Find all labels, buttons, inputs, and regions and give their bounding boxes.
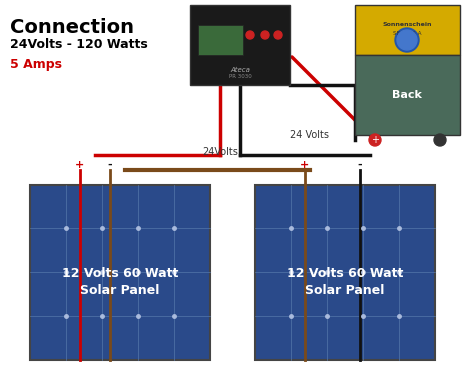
Text: -: - [108, 160, 112, 170]
Text: -: - [358, 160, 362, 170]
Text: +: + [75, 160, 85, 170]
Text: 24 Volts: 24 Volts [291, 130, 329, 140]
Text: 12 Volts 60 Watt
Solar Panel: 12 Volts 60 Watt Solar Panel [287, 267, 403, 297]
Text: Back: Back [392, 90, 422, 100]
Text: PR 3030: PR 3030 [228, 75, 251, 79]
Circle shape [397, 30, 417, 50]
Circle shape [369, 134, 381, 146]
Circle shape [246, 31, 254, 39]
Text: 24Volts: 24Volts [202, 147, 238, 157]
Circle shape [434, 134, 446, 146]
Text: SB12/75 A: SB12/75 A [393, 31, 421, 35]
Text: Ateca: Ateca [230, 67, 250, 73]
Circle shape [261, 31, 269, 39]
Circle shape [274, 31, 282, 39]
Circle shape [395, 28, 419, 52]
Bar [255, 185, 435, 360]
Bar [190, 5, 290, 85]
Text: 12 Volts 60 Watt
Solar Panel: 12 Volts 60 Watt Solar Panel [62, 267, 178, 297]
Text: Sonnenschein: Sonnenschein [382, 22, 432, 28]
Bar [355, 5, 460, 55]
Text: +: + [371, 135, 379, 145]
Bar [355, 55, 460, 135]
Text: +: + [301, 160, 310, 170]
Bar [30, 185, 210, 360]
Text: 24Volts - 120 Watts: 24Volts - 120 Watts [10, 38, 148, 51]
Text: Connection: Connection [10, 18, 134, 37]
Bar [198, 25, 243, 55]
Text: 5 Amps: 5 Amps [10, 58, 62, 71]
